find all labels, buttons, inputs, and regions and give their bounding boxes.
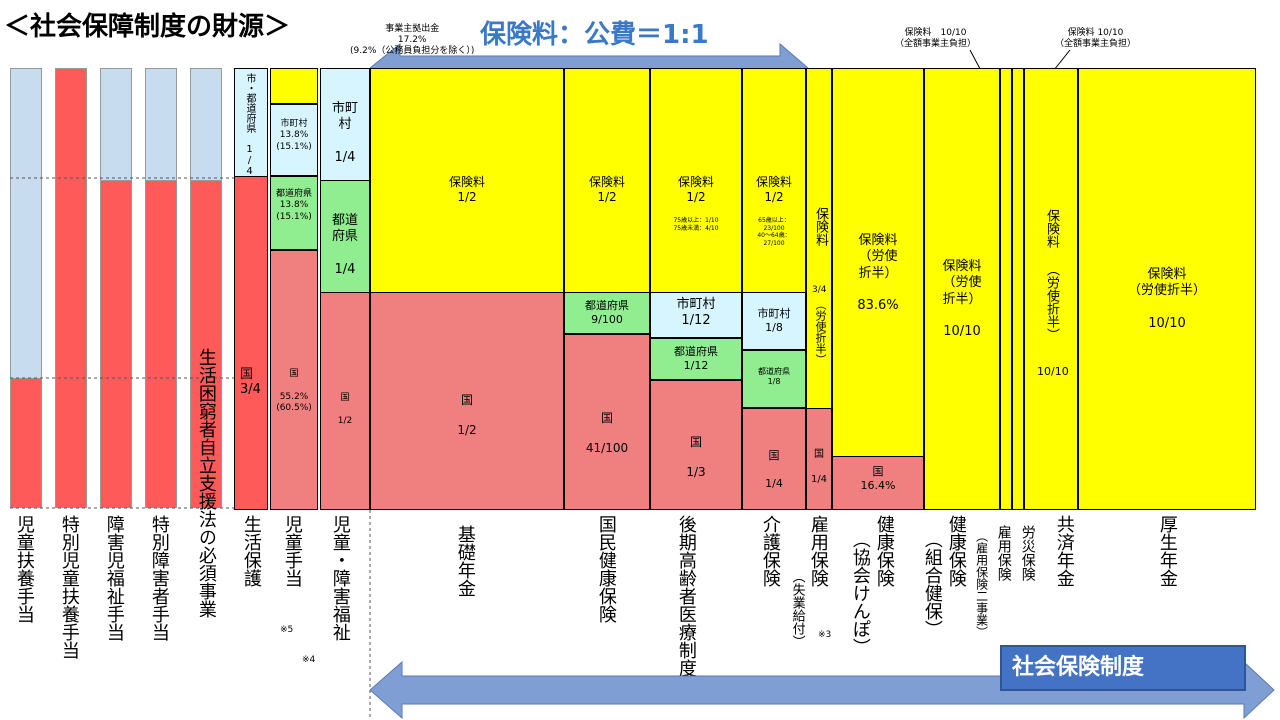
shogaiji-label: 障害児福祉手当 xyxy=(103,515,125,641)
seikatsu-city-box: 市・都道府県 1/4 xyxy=(234,68,268,178)
jido-pref-box: 都道府県 13.8% (15.1%) xyxy=(270,176,318,250)
koyo-sub: （失業給付） xyxy=(789,570,805,648)
jido-fuyo-label: 児童扶養手当 xyxy=(13,515,35,623)
kokumin-kuni-box: 国 41/100 xyxy=(564,334,650,510)
divider-dashed xyxy=(369,510,371,720)
kyokai-sub: （協会けんぽ） xyxy=(849,530,871,656)
rousai-note: 保険料 10/10 （全額事業主負担） xyxy=(895,28,977,49)
shogaiji-bar-bottom xyxy=(100,180,132,508)
kaigo-city-box: 市町村 1/8 xyxy=(742,292,806,350)
koki-label: 後期高齢者医療制度 xyxy=(675,515,697,677)
tokubetsu-shogai-bar-top xyxy=(145,68,177,182)
kaigo-kuni-box: 国 1/4 xyxy=(742,408,806,510)
konkyu-bar-bottom xyxy=(190,180,222,508)
konkyu-inline-label: 生活困窮者自立支援法の必須事業 xyxy=(195,348,217,618)
rousai-label: 労災保険 xyxy=(1019,525,1036,581)
kyokai-kuni-box: 国 16.4% xyxy=(832,456,924,510)
page-title: ＜社会保障制度の財源＞ xyxy=(4,12,291,42)
kiso-kuni-box: 国 1/2 xyxy=(370,292,564,510)
tokubetsu-shogai-bar-bottom xyxy=(145,180,177,508)
kaigo-label: 介護保険 xyxy=(759,515,781,587)
shogaiji-bar-top xyxy=(100,68,132,182)
jido-label: 児童手当 xyxy=(281,515,303,587)
kyosai-hoken-box: 保険料 （労使折半） 10/10 xyxy=(1024,68,1078,510)
kumiai-label: 健康保険 xyxy=(945,515,967,587)
seikatsu-label: 生活保護 xyxy=(240,515,262,587)
koyo-label: 雇用保険 xyxy=(807,515,829,587)
koki-hoken-box: 保険料 1/2 75歳以上：1/10 75歳未満：4/10 xyxy=(650,68,742,294)
kosei-hoken-box: 保険料 （労使折半） 10/10 xyxy=(1078,68,1256,510)
seikatsu-kuni-box: 国 3/4 xyxy=(234,176,268,510)
koyo2-label: 雇用保険 xyxy=(995,525,1012,581)
kosei-label: 厚生年金 xyxy=(1156,515,1178,587)
shogai-city-box: 市町 村 1/4 xyxy=(320,68,370,182)
kyokai-hoken-box: 保険料 （労使 折半） 83.6% xyxy=(832,68,924,458)
koyo-hoken-box: 保険料 3/4 （労使折半） xyxy=(806,68,832,410)
koki-pref-box: 都道府県 1/12 xyxy=(650,338,742,380)
shogai-label: 児童・障害福祉 xyxy=(329,515,351,641)
koyo2-sub: （雇用保険二事業） xyxy=(974,530,989,638)
shogai-pref-box: 都道 府県 1/4 xyxy=(320,180,370,294)
employer-contribution-note: 事業主拠出金 17.2% (9.2%（公務員負担分を除く）) xyxy=(350,24,475,56)
jido-kuni-box: 国 55.2% (60.5%) xyxy=(270,250,318,510)
kyosai-note: 保険料 10/10 （全額事業主負担） xyxy=(1055,28,1137,49)
shogai-note: ※4 xyxy=(302,655,316,665)
tokubetsu-shogai-label: 特別障害者手当 xyxy=(148,515,170,641)
kokumin-label: 国民健康保険 xyxy=(595,515,617,623)
koki-kuni-box: 国 1/3 xyxy=(650,380,742,510)
kaigo-pref-box: 都道府県 1/8 xyxy=(742,350,806,408)
kaigo-hoken-box: 保険料 1/2 65歳以上： 23/100 40～64歳： 27/100 xyxy=(742,68,806,294)
rousai-box xyxy=(1012,68,1024,510)
jido-employer-box xyxy=(270,68,318,104)
jido-fuyo-bar-bottom xyxy=(10,378,42,508)
top-banner-text: 保険料：公費＝1:1 xyxy=(480,20,709,50)
bottom-banner-label: 社会保険制度 xyxy=(1000,645,1246,691)
kyokai-label: 健康保険 xyxy=(873,515,895,587)
tokubetsu-jido-label: 特別児童扶養手当 xyxy=(58,515,80,659)
kokumin-hoken-box: 保険料 1/2 xyxy=(564,68,650,294)
koyo-note: ※3 xyxy=(818,630,832,640)
jido-note: ※5 xyxy=(280,625,294,635)
tokubetsu-jido-bar xyxy=(55,68,87,508)
jido-fuyo-bar-top xyxy=(10,68,42,380)
kiso-hoken-box: 保険料 1/2 xyxy=(370,68,564,294)
shogai-kuni-box: 国 1/2 xyxy=(320,292,370,510)
kyosai-label: 共済年金 xyxy=(1053,515,1075,587)
jido-city-box: 市町村 13.8% (15.1%) xyxy=(270,104,318,176)
kiso-label: 基礎年金 xyxy=(454,525,476,597)
kumiai-hoken-box: 保険料 （労使 折半） 10/10 xyxy=(924,68,1000,510)
koki-city-box: 市町村 1/12 xyxy=(650,292,742,338)
kokumin-pref-box: 都道府県 9/100 xyxy=(564,292,650,334)
koyo-kuni-box: 国 1/4 xyxy=(806,408,832,510)
koyo2-box xyxy=(1000,68,1012,510)
kumiai-sub: （組合健保） xyxy=(921,530,943,638)
guide-lines xyxy=(10,177,242,509)
konkyu-bar-top xyxy=(190,68,222,182)
